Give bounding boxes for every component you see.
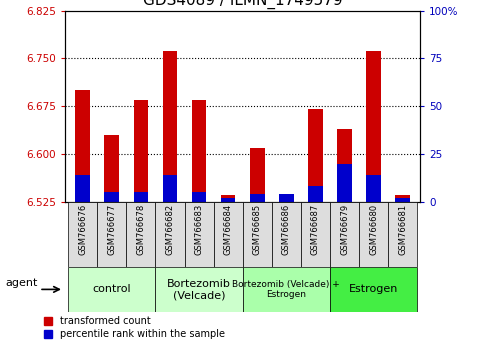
Text: control: control bbox=[92, 284, 131, 295]
Bar bbox=[192, 100, 206, 202]
Bar bbox=[163, 51, 177, 202]
Bar bbox=[250, 194, 265, 202]
Bar bbox=[308, 109, 323, 202]
Bar bbox=[134, 192, 148, 202]
Title: GDS4089 / ILMN_1749579: GDS4089 / ILMN_1749579 bbox=[143, 0, 342, 9]
Text: Estrogen: Estrogen bbox=[349, 284, 398, 295]
Bar bbox=[330, 202, 359, 267]
Bar bbox=[75, 90, 90, 202]
Bar bbox=[243, 267, 330, 312]
Bar bbox=[367, 175, 381, 202]
Bar bbox=[337, 129, 352, 202]
Text: Bortezomib (Velcade) +
Estrogen: Bortezomib (Velcade) + Estrogen bbox=[232, 280, 340, 299]
Bar bbox=[156, 267, 243, 312]
Bar bbox=[388, 202, 417, 267]
Bar bbox=[68, 267, 156, 312]
Bar bbox=[68, 202, 97, 267]
Bar bbox=[75, 175, 90, 202]
Text: GSM766677: GSM766677 bbox=[107, 204, 116, 255]
Bar bbox=[396, 198, 410, 202]
Text: GSM766685: GSM766685 bbox=[253, 204, 262, 255]
Bar bbox=[279, 195, 294, 202]
Bar bbox=[185, 202, 213, 267]
Bar bbox=[97, 202, 127, 267]
Text: GSM766682: GSM766682 bbox=[166, 204, 174, 255]
Bar bbox=[330, 267, 417, 312]
Bar bbox=[134, 100, 148, 202]
Bar bbox=[250, 148, 265, 202]
Bar bbox=[104, 135, 119, 202]
Text: GSM766679: GSM766679 bbox=[340, 204, 349, 255]
Text: GSM766678: GSM766678 bbox=[136, 204, 145, 255]
Bar bbox=[367, 51, 381, 202]
Bar bbox=[272, 202, 301, 267]
Bar bbox=[243, 202, 272, 267]
Text: GSM766676: GSM766676 bbox=[78, 204, 87, 255]
Bar bbox=[127, 202, 156, 267]
Bar bbox=[359, 202, 388, 267]
Bar bbox=[221, 198, 235, 202]
Bar bbox=[396, 195, 410, 202]
Bar bbox=[156, 202, 185, 267]
Bar bbox=[163, 175, 177, 202]
Text: GSM766686: GSM766686 bbox=[282, 204, 291, 255]
Bar bbox=[213, 202, 243, 267]
Bar bbox=[301, 202, 330, 267]
Text: GSM766687: GSM766687 bbox=[311, 204, 320, 255]
Legend: transformed count, percentile rank within the sample: transformed count, percentile rank withi… bbox=[43, 316, 225, 339]
Text: GSM766684: GSM766684 bbox=[224, 204, 233, 255]
Text: GSM766683: GSM766683 bbox=[195, 204, 203, 255]
Bar bbox=[104, 192, 119, 202]
Bar bbox=[279, 194, 294, 202]
Text: GSM766680: GSM766680 bbox=[369, 204, 378, 255]
Bar bbox=[337, 164, 352, 202]
Text: GSM766681: GSM766681 bbox=[398, 204, 407, 255]
Bar bbox=[221, 195, 235, 202]
Text: Bortezomib
(Velcade): Bortezomib (Velcade) bbox=[167, 279, 231, 300]
Bar bbox=[192, 192, 206, 202]
Bar bbox=[308, 187, 323, 202]
Text: agent: agent bbox=[5, 278, 38, 288]
